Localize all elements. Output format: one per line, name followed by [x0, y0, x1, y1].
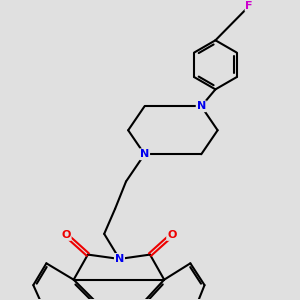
Text: N: N [115, 254, 124, 264]
Text: N: N [196, 101, 206, 111]
Text: F: F [245, 1, 253, 11]
Text: O: O [61, 230, 71, 240]
Text: N: N [140, 149, 149, 159]
Text: O: O [167, 230, 176, 240]
